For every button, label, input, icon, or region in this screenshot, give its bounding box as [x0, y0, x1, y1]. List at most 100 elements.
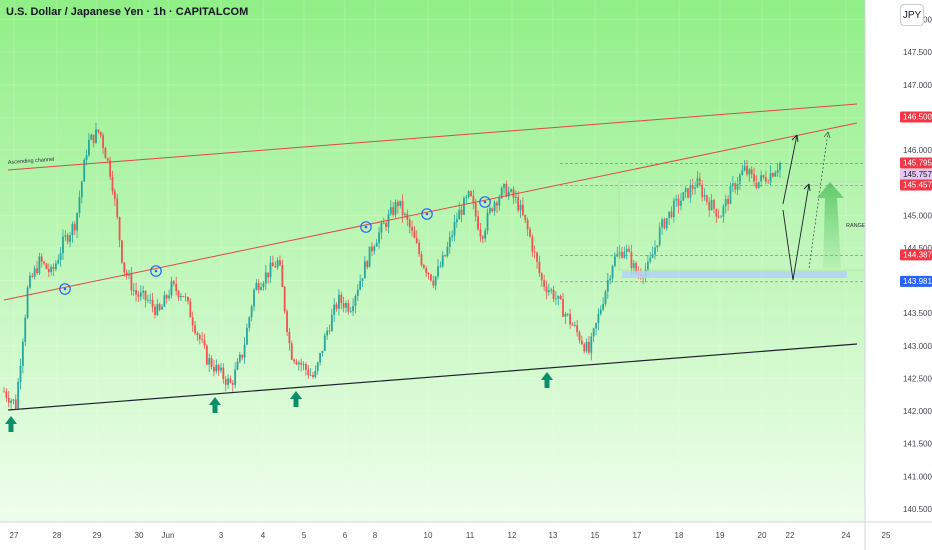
candle-body: [316, 362, 319, 371]
candle-body: [380, 223, 383, 233]
candle-body: [224, 379, 227, 385]
candle-body: [696, 178, 699, 188]
candle-body: [559, 295, 562, 300]
candle-body: [321, 350, 324, 354]
candle-body: [262, 283, 265, 288]
candle-body: [562, 299, 564, 317]
candle-body: [253, 289, 255, 307]
price-tag-bg: [900, 275, 932, 287]
candle-body: [52, 266, 55, 270]
candle-body: [566, 313, 569, 315]
candle-body: [434, 276, 437, 286]
candle-body: [505, 183, 508, 197]
x-tick-label: 27: [10, 531, 19, 540]
candle-body: [529, 229, 531, 237]
up-arrow-icon: [209, 397, 221, 413]
candle-body: [40, 256, 43, 262]
candle-body: [590, 336, 593, 353]
candle-body: [583, 344, 586, 352]
candle-body: [156, 304, 159, 315]
candle-body: [394, 201, 397, 215]
candle-body: [715, 208, 718, 217]
y-tick-label: 141.500: [903, 440, 932, 449]
candle-body: [618, 251, 621, 255]
touch-marker: [421, 208, 433, 220]
candle-body: [215, 364, 218, 372]
candle-body: [613, 256, 616, 266]
x-tick-label: 13: [549, 531, 558, 540]
candle-body: [238, 354, 241, 362]
support-line: [7, 343, 858, 411]
candle-body: [621, 251, 623, 258]
candle-body: [201, 339, 204, 341]
candle-body: [739, 174, 741, 184]
touch-dot: [364, 225, 368, 229]
candle-body: [64, 235, 67, 237]
candle-body: [307, 369, 310, 376]
candle-body: [305, 364, 307, 370]
candle-body: [691, 185, 694, 189]
candle-body: [189, 301, 192, 318]
candle-body: [750, 169, 753, 175]
price-tag: 145.457: [900, 179, 932, 191]
time-axis-panel: [0, 522, 932, 550]
candle-body: [121, 240, 123, 263]
candle-body: [418, 242, 421, 255]
candle-body: [5, 391, 8, 398]
touch-circle: [479, 196, 491, 208]
candle-body: [578, 332, 581, 341]
price-tag-bg: [900, 179, 932, 191]
candle-body: [602, 304, 605, 310]
candle-body: [132, 290, 135, 291]
candle-body: [3, 391, 5, 393]
candle-body: [179, 296, 182, 298]
candle-body: [73, 223, 76, 231]
candle-body: [406, 213, 409, 220]
candle-body: [647, 261, 649, 270]
candle-body: [297, 362, 300, 365]
candle-body: [573, 325, 576, 327]
candle-body: [720, 216, 722, 218]
candle-body: [135, 290, 137, 295]
candle-body: [444, 255, 446, 257]
candle-body: [203, 340, 206, 346]
candle-body: [210, 358, 213, 368]
candle-body: [632, 262, 635, 269]
candle-body: [531, 236, 534, 252]
y-tick-label: 140.500: [903, 505, 932, 514]
candle-body: [356, 289, 359, 297]
candle-body: [368, 246, 371, 268]
candle-body: [762, 175, 765, 178]
candle-body: [220, 367, 222, 371]
candle-body: [557, 295, 560, 299]
candle-body: [154, 306, 156, 315]
candle-body: [698, 178, 701, 185]
candle-body: [510, 189, 513, 192]
price-tag-label: 144.387: [903, 250, 932, 259]
candle-body: [177, 291, 180, 298]
candle-body: [755, 182, 758, 188]
price-tag-label: 145.757: [903, 170, 932, 179]
x-tick-label: 11: [466, 531, 475, 540]
candle-body: [187, 297, 189, 302]
candle-body: [290, 343, 293, 360]
candle-body: [165, 295, 168, 299]
candle-body: [26, 287, 29, 318]
candle-body: [420, 254, 423, 266]
price-tag-bg: [900, 111, 932, 123]
candle-body: [772, 173, 774, 177]
candle-body: [439, 266, 442, 267]
y-tick-label: 142.000: [903, 407, 932, 416]
candle-body: [470, 191, 472, 197]
candle-body: [571, 324, 574, 326]
candle-body: [675, 198, 678, 201]
candle-body: [123, 262, 126, 273]
candle-body: [47, 268, 50, 273]
candle-body: [727, 198, 730, 204]
candle-body: [588, 341, 590, 353]
candle-body: [713, 199, 715, 209]
candle-body: [708, 201, 711, 211]
currency-button[interactable]: JPY: [900, 4, 924, 26]
candle-body: [29, 275, 31, 288]
candle-body: [599, 309, 602, 314]
